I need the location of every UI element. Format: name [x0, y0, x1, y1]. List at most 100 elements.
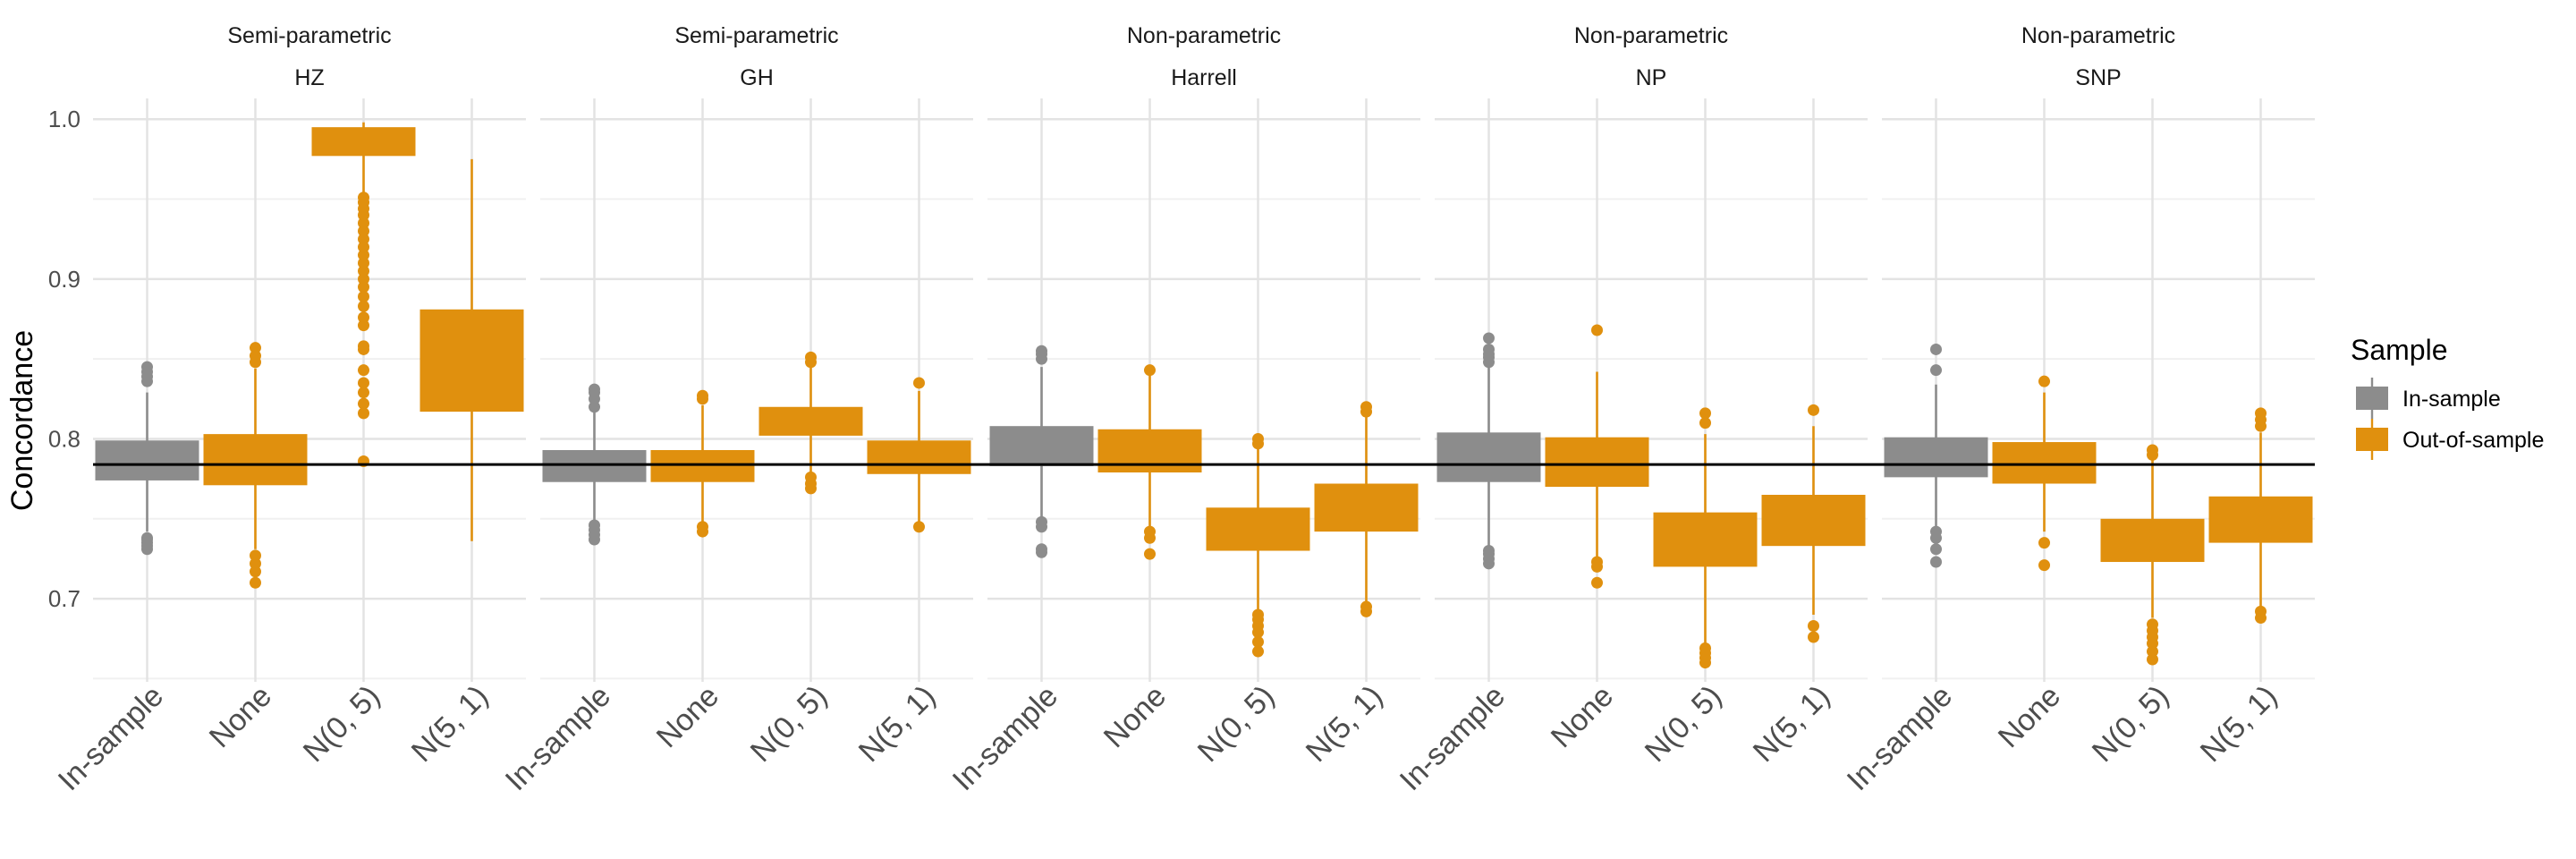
- outlier-point: [1144, 364, 1156, 377]
- facet-panel-snp: Non-parametric SNP In-sample None N(0, 5) N(5…: [1841, 23, 2315, 797]
- legend-key: [2356, 387, 2388, 410]
- box-body: [1314, 483, 1419, 532]
- facet-group-label: Non-parametric: [2021, 23, 2175, 48]
- outlier-point: [358, 300, 369, 312]
- box-body: [758, 406, 863, 436]
- facet-label: SNP: [2075, 65, 2121, 90]
- outlier-point: [805, 351, 817, 363]
- facet-label: NP: [1636, 65, 1667, 90]
- box-none: [1545, 324, 1649, 589]
- y-tick-label: 1.0: [48, 106, 80, 132]
- facet-group-label: Semi-parametric: [227, 23, 391, 48]
- outlier-point: [250, 350, 261, 362]
- y-tick-label: 0.9: [48, 266, 80, 293]
- y-tick-label: 0.7: [48, 585, 80, 612]
- facet-group-label: Non-parametric: [1127, 23, 1281, 48]
- box-body: [989, 426, 1094, 466]
- facet-panel-harrell: Non-parametric Harrell In-sample None N(0, 5…: [946, 23, 1420, 797]
- outlier-point: [1252, 635, 1264, 648]
- box-body: [1884, 437, 1988, 478]
- x-tick-label: None: [1545, 679, 1620, 754]
- outlier-point: [358, 407, 369, 420]
- outlier-point: [2147, 618, 2158, 631]
- x-tick-label: N(0, 5): [2086, 679, 2175, 769]
- outlier-point: [1699, 417, 1711, 430]
- x-tick-label: In-sample: [1394, 679, 1512, 797]
- box-n-0-5: [2100, 444, 2205, 666]
- outlier-point: [358, 241, 369, 253]
- box-body: [1097, 429, 1202, 472]
- box-n-5-1: [867, 377, 971, 533]
- outlier-point: [1360, 600, 1372, 613]
- box-n-5-1: [419, 158, 524, 541]
- outlier-point: [1930, 525, 1942, 538]
- outlier-point: [2147, 444, 2158, 456]
- facet-panel-hz: Semi-parametric HZ In-sample None N(0, 5) N(5…: [52, 23, 526, 797]
- y-tick-label: 0.8: [48, 425, 80, 452]
- outlier-point: [358, 311, 369, 324]
- outlier-point: [1036, 543, 1047, 556]
- outlier-point: [913, 521, 925, 533]
- box-body: [867, 440, 971, 474]
- outlier-point: [358, 319, 369, 332]
- box-body: [311, 127, 416, 157]
- box-n-0-5: [311, 122, 416, 467]
- outlier-point: [2038, 559, 2050, 572]
- outlier-point: [1483, 545, 1495, 557]
- outlier-point: [1591, 324, 1603, 336]
- box-body: [1206, 507, 1310, 551]
- box-body: [2100, 518, 2205, 563]
- box-body: [650, 449, 755, 482]
- outlier-point: [805, 471, 817, 483]
- outlier-point: [358, 233, 369, 245]
- outlier-point: [2147, 653, 2158, 666]
- box-in-sample: [989, 344, 1094, 558]
- outlier-point: [358, 364, 369, 377]
- facet-group-label: Semi-parametric: [674, 23, 838, 48]
- box-n-5-1: [2208, 407, 2313, 625]
- x-tick-label: N(5, 1): [1300, 679, 1389, 769]
- box-in-sample: [542, 383, 647, 546]
- outlier-point: [1252, 608, 1264, 621]
- box-body: [95, 440, 199, 481]
- outlier-point: [1699, 642, 1711, 654]
- outlier-point: [358, 217, 369, 229]
- y-axis-title: Concordance: [5, 330, 39, 511]
- outlier-point: [358, 191, 369, 204]
- outlier-point: [2038, 537, 2050, 549]
- outlier-point: [1360, 401, 1372, 413]
- x-tick-label: N(5, 1): [405, 679, 495, 769]
- outlier-point: [250, 342, 261, 354]
- x-tick-label: N(0, 5): [744, 679, 834, 769]
- outlier-point: [358, 225, 369, 237]
- facet-panel-gh: Semi-parametric GH In-sample None N(0, 5) N(5…: [499, 23, 973, 797]
- x-tick-label: N(0, 5): [1639, 679, 1728, 769]
- box-body: [2208, 496, 2313, 543]
- x-tick-label: N(5, 1): [852, 679, 942, 769]
- outlier-point: [1144, 525, 1156, 538]
- outlier-point: [1930, 364, 1942, 377]
- outlier-point: [697, 389, 708, 402]
- legend-item-in-sample: In-sample: [2356, 378, 2501, 419]
- outlier-point: [1930, 556, 1942, 568]
- outlier-point: [141, 361, 153, 373]
- box-n-0-5: [1206, 432, 1310, 658]
- outlier-point: [2038, 375, 2050, 387]
- outlier-point: [358, 281, 369, 293]
- outlier-point: [1483, 332, 1495, 344]
- outlier-point: [358, 377, 369, 389]
- box-body: [1653, 512, 1758, 567]
- x-tick-label: N(5, 1): [2194, 679, 2284, 769]
- outlier-point: [358, 291, 369, 303]
- outlier-point: [358, 265, 369, 277]
- legend-label: In-sample: [2402, 387, 2501, 412]
- x-tick-label: N(0, 5): [297, 679, 386, 769]
- facet-label: HZ: [294, 65, 324, 90]
- outlier-point: [358, 249, 369, 261]
- outlier-point: [358, 387, 369, 399]
- x-tick-label: In-sample: [52, 679, 170, 797]
- outlier-point: [1808, 404, 1819, 416]
- outlier-point: [1930, 543, 1942, 556]
- box-n-5-1: [1314, 401, 1419, 617]
